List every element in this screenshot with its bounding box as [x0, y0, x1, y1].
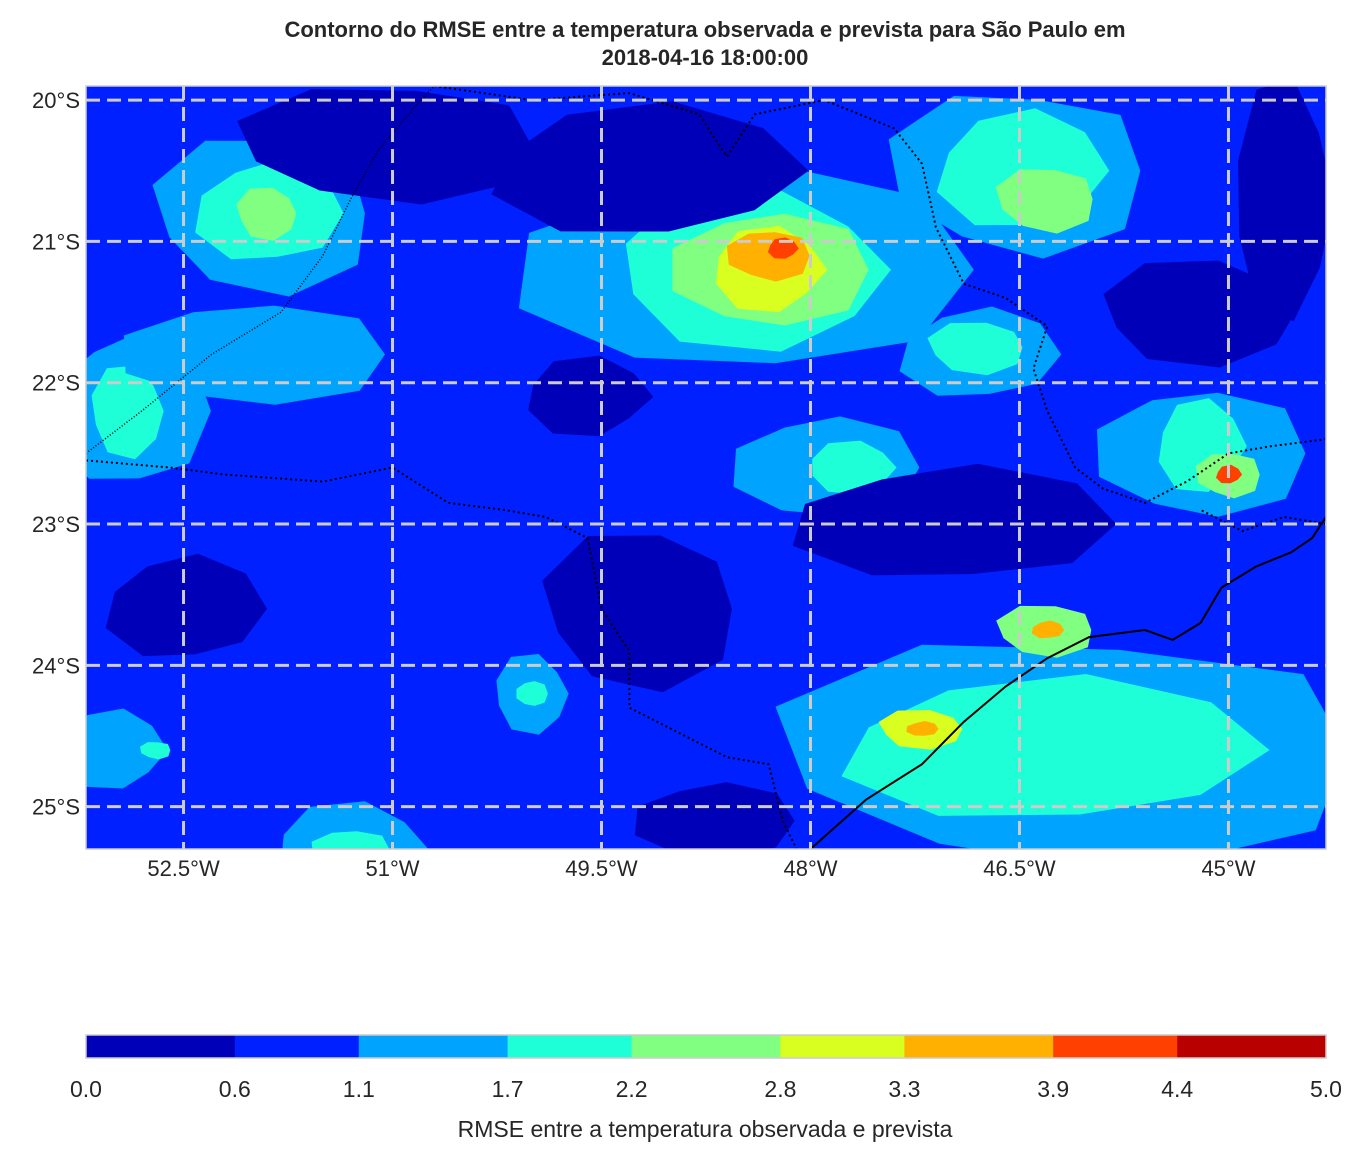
map-gridlines — [86, 86, 1326, 849]
colorbar-tick-label: 3.3 — [888, 1076, 920, 1102]
contour-patch-level-0 — [1238, 86, 1326, 322]
colorbar-swatch — [904, 1035, 1054, 1058]
colorbar-swatch — [86, 1035, 236, 1058]
lat-tick-label: 22°S — [32, 371, 80, 396]
colorbar: 0.0 0.6 1.1 1.7 2.2 2.8 3.3 3.9 4.4 5.0 — [70, 1034, 1342, 1102]
rmse-contour-field — [86, 86, 1326, 849]
contour-patch-level-3 — [927, 322, 1023, 376]
contour-patch-level-3 — [516, 681, 548, 706]
colorbar-tick-label: 5.0 — [1310, 1076, 1342, 1102]
lon-tick-label: 52.5°W — [147, 856, 220, 881]
contour-patch-level-0 — [792, 463, 1117, 576]
contour-patch-level-0 — [491, 101, 809, 232]
colorbar-swatch — [1177, 1035, 1327, 1058]
colorbar-swatch — [234, 1035, 360, 1058]
contour-patch-level-0 — [528, 355, 654, 437]
contour-patch-level-3 — [812, 440, 897, 495]
lat-tick-label: 24°S — [32, 653, 80, 678]
map-frame — [85, 85, 1327, 850]
contour-patch-level-6 — [906, 721, 939, 736]
latitude-tick-labels: 20°S 21°S 22°S 23°S 24°S 25°S — [32, 88, 80, 819]
colorbar-tick-label: 2.2 — [616, 1076, 648, 1102]
contour-patch-level-6 — [1031, 620, 1065, 639]
chart-title-line1: Contorno do RMSE entre a temperatura obs… — [284, 17, 1126, 42]
state-border — [434, 86, 1326, 504]
colorbar-tick-label: 1.1 — [343, 1076, 375, 1102]
colorbar-swatch — [507, 1035, 633, 1058]
contour-patch-level-2 — [124, 305, 385, 405]
contour-patch-level-2 — [282, 801, 429, 849]
colorbar-tick-label: 0.6 — [219, 1076, 251, 1102]
state-border — [86, 459, 798, 849]
country-border — [86, 86, 435, 454]
colorbar-label: RMSE entre a temperatura observada e pre… — [458, 1116, 953, 1142]
contour-patch-level-0 — [634, 782, 795, 849]
contour-patch-level-3 — [841, 674, 1270, 816]
lat-tick-label: 23°S — [32, 512, 80, 537]
colorbar-tick-label: 2.8 — [764, 1076, 796, 1102]
lat-tick-label: 25°S — [32, 795, 80, 820]
colorbar-swatch — [358, 1035, 509, 1058]
contour-patch-level-3 — [140, 742, 171, 760]
lon-tick-label: 48°W — [783, 856, 837, 881]
contour-patch-level-2 — [86, 708, 168, 789]
contour-patch-level-3 — [91, 365, 164, 460]
coastline — [809, 516, 1326, 849]
lon-tick-label: 49.5°W — [565, 856, 638, 881]
lon-tick-label: 45°W — [1201, 856, 1255, 881]
colorbar-swatch — [780, 1035, 905, 1058]
contour-patch-level-0 — [1103, 260, 1296, 368]
lon-tick-label: 51°W — [365, 856, 419, 881]
chart-title-line2: 2018-04-16 18:00:00 — [601, 45, 809, 70]
lat-tick-label: 21°S — [32, 229, 80, 254]
contour-patch-level-4 — [236, 187, 297, 241]
chart-title: Contorno do RMSE entre a temperatura obs… — [0, 16, 1364, 72]
colorbar-tick-label: 1.7 — [492, 1076, 524, 1102]
colorbar-frame — [85, 1034, 1327, 1059]
lon-tick-label: 46.5°W — [983, 856, 1056, 881]
colorbar-tick-label: 3.9 — [1037, 1076, 1069, 1102]
contour-patch-level-0 — [105, 553, 268, 657]
geographic-lines — [86, 86, 1326, 849]
colorbar-swatch — [1053, 1035, 1178, 1058]
contour-patch-level-0 — [237, 89, 530, 205]
colorbar-tick-label: 4.4 — [1161, 1076, 1193, 1102]
contour-patch-level-3 — [311, 831, 390, 849]
colorbar-tick-label: 0.0 — [70, 1076, 102, 1102]
state-border — [1200, 509, 1326, 533]
colorbar-swatch — [631, 1035, 781, 1058]
lat-tick-label: 20°S — [32, 88, 80, 113]
contour-patch-level-0 — [542, 535, 732, 693]
longitude-tick-labels: 52.5°W 51°W 49.5°W 48°W 46.5°W 45°W — [147, 856, 1255, 881]
